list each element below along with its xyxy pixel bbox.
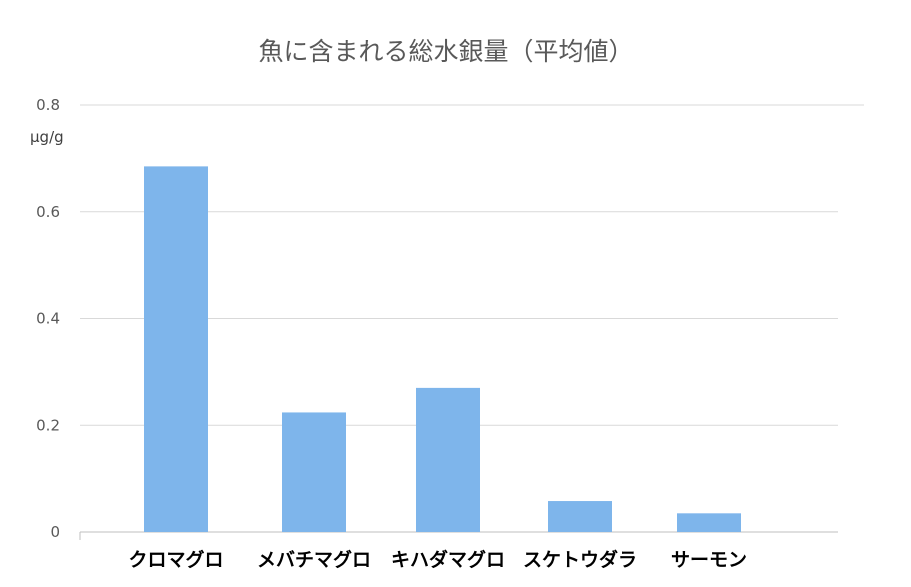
chart-title: 魚に含まれる総水銀量（平均値） (258, 37, 633, 66)
x-category-label: メバチマグロ (257, 548, 371, 571)
x-category-label: クロマグロ (128, 548, 223, 571)
bar (548, 501, 612, 532)
bar (282, 412, 346, 532)
x-category-label: サーモン (671, 549, 747, 571)
y-axis-ticks: 0 0.2 0.4 0.6 0.8 (36, 96, 60, 541)
x-category-label: キハダマグロ (391, 548, 505, 571)
y-tick-label: 0.4 (36, 310, 60, 328)
bar (416, 387, 480, 532)
y-tick-label: 0.6 (36, 203, 60, 221)
y-tick-label: 0.8 (36, 96, 60, 114)
bar (144, 166, 208, 532)
bars (144, 166, 741, 532)
y-axis-unit-label: μg/g (30, 128, 64, 146)
x-axis-category-labels: クロマグロ メバチマグロ キハダマグロ スケトウダラ サーモン (128, 548, 747, 571)
y-tick-label: 0.2 (36, 416, 60, 434)
y-tick-label: 0 (50, 523, 60, 541)
bar (677, 513, 741, 532)
x-category-label: スケトウダラ (523, 548, 637, 571)
